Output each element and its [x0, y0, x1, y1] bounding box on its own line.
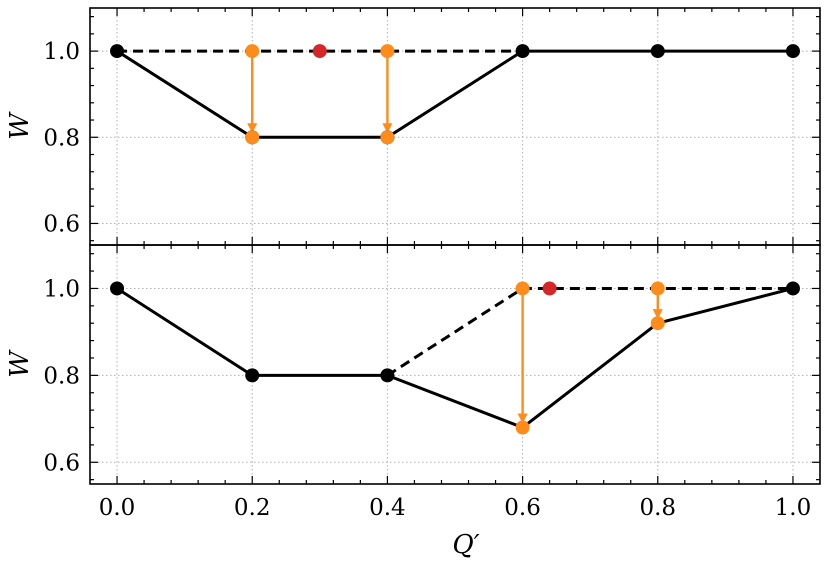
red-marker [312, 44, 327, 59]
black-marker [110, 44, 125, 59]
orange-marker [245, 44, 260, 59]
orange-marker [245, 130, 260, 145]
orange-marker [650, 316, 665, 331]
black-marker [380, 368, 395, 383]
black-marker [650, 44, 665, 59]
bottom-panel: 0.6 0.8 1.0 0.0 0.2 0.4 0.6 0.8 1.0 W [5, 244, 821, 521]
y-axis-label: W [5, 111, 35, 140]
black-marker [515, 44, 530, 59]
black-marker [245, 368, 260, 383]
y-tick-label: 0.6 [43, 450, 80, 476]
x-axis-label: Q′ [452, 530, 479, 560]
y-tick-label: 0.8 [43, 125, 80, 151]
y-tick-label: 1.0 [43, 39, 80, 65]
x-tick-label: 0.2 [234, 495, 271, 521]
y-tick-label: 0.8 [43, 363, 80, 389]
orange-marker [650, 281, 665, 296]
orange-marker [515, 281, 530, 296]
plot-frame [89, 7, 821, 246]
x-tick-label: 1.0 [775, 495, 812, 521]
solid-series-line [116, 49, 793, 139]
orange-marker [380, 130, 395, 145]
red-marker [542, 281, 557, 296]
x-tick-label: 0.0 [99, 495, 136, 521]
solid-series-line [386, 287, 794, 430]
y-tick-label: 1.0 [43, 276, 80, 302]
y-axis-label: W [5, 349, 35, 378]
orange-marker [380, 44, 395, 59]
x-tick-label: 0.8 [639, 495, 676, 521]
orange-marker [515, 420, 530, 435]
plot-frame [89, 244, 821, 485]
black-marker [785, 44, 800, 59]
x-tick-label: 0.6 [504, 495, 541, 521]
dashed-series-line [386, 286, 793, 377]
y-tick-label: 0.6 [43, 211, 80, 237]
x-tick-label: 0.4 [369, 495, 406, 521]
black-marker [785, 281, 800, 296]
top-panel: 0.6 0.8 1.0 W [5, 7, 821, 246]
black-marker [110, 281, 125, 296]
